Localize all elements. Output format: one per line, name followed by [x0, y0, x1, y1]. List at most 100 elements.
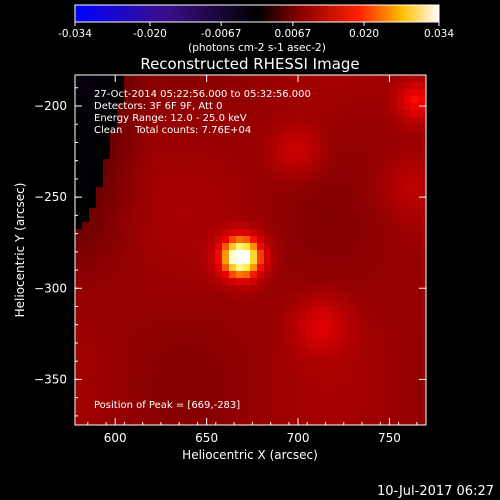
heatmap-cell [89, 348, 97, 356]
heatmap-cell [187, 208, 195, 216]
heatmap-cell [285, 110, 293, 118]
heatmap-cell [250, 110, 258, 118]
heatmap-cell [173, 327, 181, 335]
heatmap-cell [173, 313, 181, 321]
heatmap-cell [250, 390, 258, 398]
heatmap-cell [390, 278, 398, 286]
heatmap-cell [418, 320, 426, 328]
heatmap-cell [138, 383, 146, 391]
heatmap-cell [327, 250, 335, 258]
heatmap-cell [341, 229, 349, 237]
heatmap-cell [285, 383, 293, 391]
heatmap-cell [208, 201, 216, 209]
heatmap-cell [418, 131, 426, 139]
heatmap-cell [334, 208, 342, 216]
heatmap-cell [376, 264, 384, 272]
heatmap-cell [369, 362, 377, 370]
heatmap-cell [159, 194, 167, 202]
heatmap-cell [110, 376, 118, 384]
heatmap-cell [117, 334, 125, 342]
heatmap-cell [397, 166, 405, 174]
heatmap-cell [187, 348, 195, 356]
heatmap-cell [383, 243, 391, 251]
heatmap-cell [131, 320, 139, 328]
heatmap-cell [355, 306, 363, 314]
heatmap-cell [390, 208, 398, 216]
heatmap-cell [82, 236, 90, 244]
heatmap-cell [131, 355, 139, 363]
heatmap-cell [152, 390, 160, 398]
heatmap-cell [194, 180, 202, 188]
heatmap-cell [166, 390, 174, 398]
heatmap-cell [110, 320, 118, 328]
heatmap-cell [222, 292, 230, 300]
heatmap-cell [215, 320, 223, 328]
heatmap-cell [96, 327, 104, 335]
heatmap-cell [250, 82, 258, 90]
heatmap-cell [145, 89, 153, 97]
heatmap-cell [131, 89, 139, 97]
heatmap-cell [194, 222, 202, 230]
heatmap-cell [89, 236, 97, 244]
heatmap-cell [257, 404, 265, 412]
heatmap-cell [418, 418, 426, 425]
heatmap-cell [320, 194, 328, 202]
heatmap-cell [187, 383, 195, 391]
heatmap-cell [341, 362, 349, 370]
heatmap-cell [222, 145, 230, 153]
heatmap-cell [334, 250, 342, 258]
heatmap-cell [243, 285, 251, 293]
heatmap-cell [82, 327, 90, 335]
heatmap-cell [124, 264, 132, 272]
heatmap-cell [187, 103, 195, 111]
heatmap-cell [369, 124, 377, 132]
heatmap-cell [271, 131, 279, 139]
heatmap-cell [180, 201, 188, 209]
heatmap-cell [187, 236, 195, 244]
heatmap-cell [355, 341, 363, 349]
heatmap-cell [264, 341, 272, 349]
heatmap-cell [257, 82, 265, 90]
heatmap-cell [201, 383, 209, 391]
heatmap-cell [404, 299, 412, 307]
heatmap-cell [397, 334, 405, 342]
heatmap-cell [341, 341, 349, 349]
heatmap-cell [411, 278, 419, 286]
heatmap-cell [138, 131, 146, 139]
heatmap-cell [222, 250, 230, 258]
heatmap-cell [152, 96, 160, 104]
heatmap-cell [138, 201, 146, 209]
heatmap-cell [243, 376, 251, 384]
heatmap-cell [194, 124, 202, 132]
heatmap-cell [222, 201, 230, 209]
heatmap-cell [285, 271, 293, 279]
heatmap-cell [264, 411, 272, 419]
heatmap-cell [222, 327, 230, 335]
heatmap-cell [320, 376, 328, 384]
heatmap-cell [369, 215, 377, 223]
heatmap-cell [355, 250, 363, 258]
heatmap-cell [257, 187, 265, 195]
heatmap-cell [334, 117, 342, 125]
heatmap-cell [138, 89, 146, 97]
heatmap-cell [285, 306, 293, 314]
heatmap-cell [341, 187, 349, 195]
heatmap-cell [145, 201, 153, 209]
heatmap-cell [271, 257, 279, 265]
heatmap-cell [376, 201, 384, 209]
heatmap-cell [75, 236, 83, 244]
heatmap-cell [313, 173, 321, 181]
heatmap-cell [383, 404, 391, 412]
heatmap-cell [138, 208, 146, 216]
heatmap-cell [117, 138, 125, 146]
heatmap-cell [299, 355, 307, 363]
heatmap-cell [418, 180, 426, 188]
heatmap-cell [103, 250, 111, 258]
heatmap-area [75, 75, 426, 425]
heatmap-cell [243, 152, 251, 160]
heatmap-cell [152, 369, 160, 377]
heatmap-cell [201, 236, 209, 244]
heatmap-cell [313, 404, 321, 412]
heatmap-cell [236, 243, 244, 251]
heatmap-cell [271, 362, 279, 370]
